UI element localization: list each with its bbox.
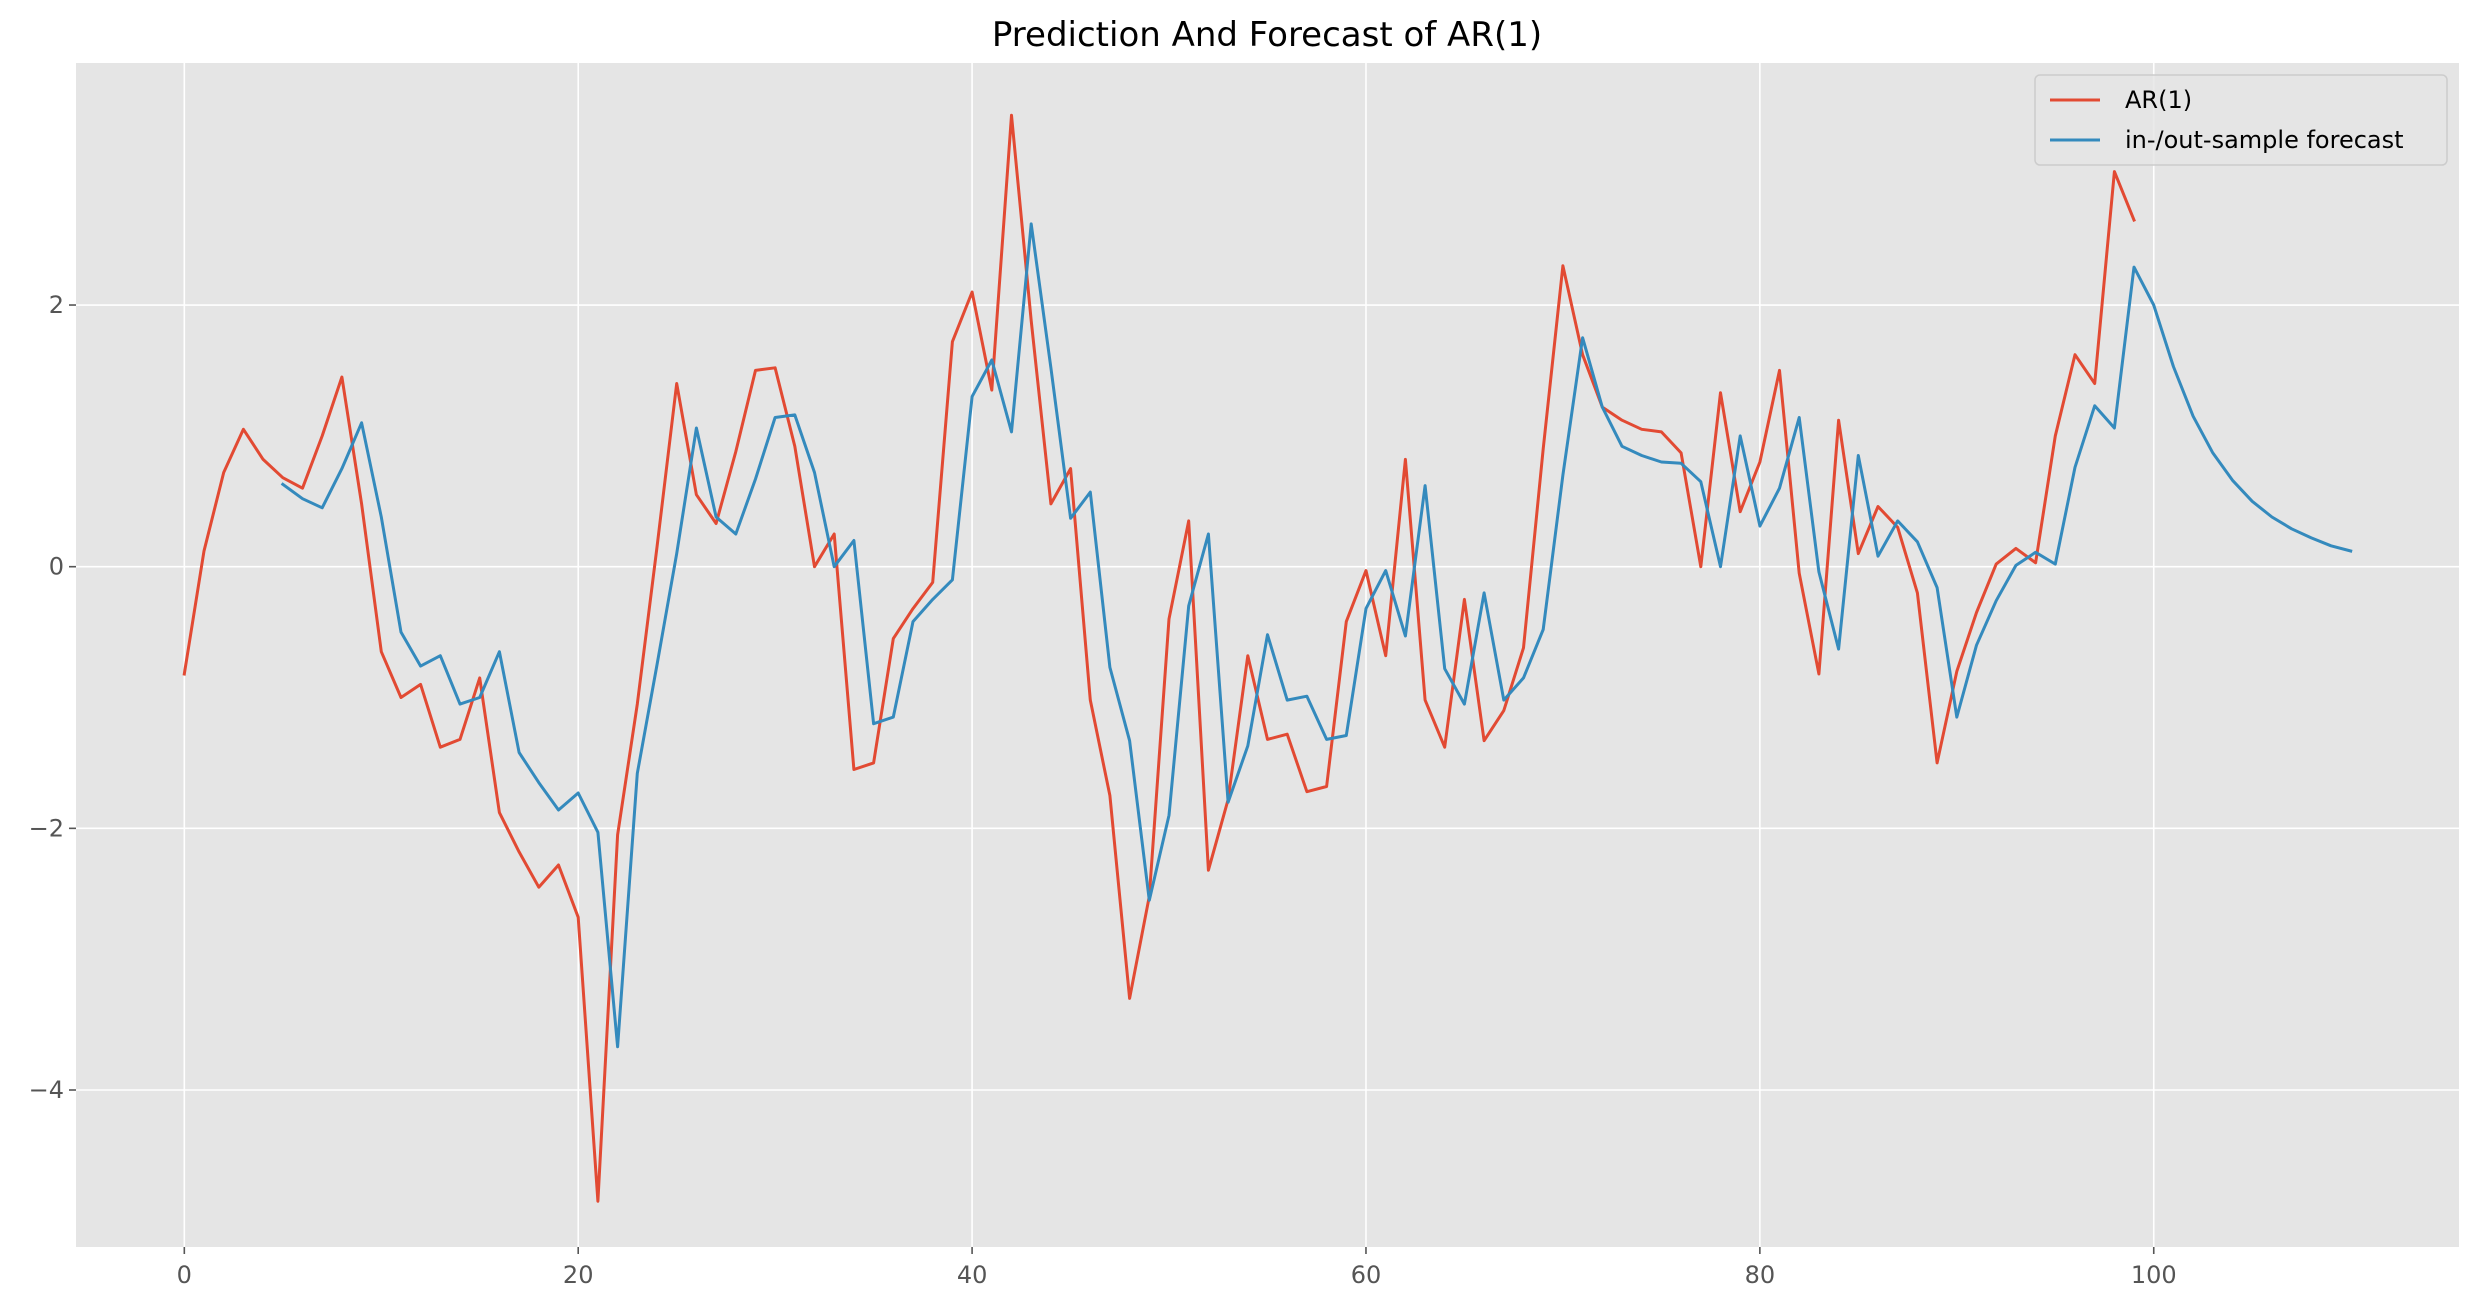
tick-layer: 0 20 40 60 80 100 −4 −2 0 2 <box>29 291 2177 1289</box>
legend: AR(1) in-/out-sample forecast <box>2034 74 2448 166</box>
x-tick-label: 100 <box>2131 1261 2177 1289</box>
y-tick-label: −4 <box>29 1076 64 1104</box>
x-tick-label: 80 <box>1745 1261 1776 1289</box>
series-line-0 <box>182 113 2136 1203</box>
y-tick-label: 0 <box>49 553 64 581</box>
y-tick-label: −2 <box>29 814 64 842</box>
plot-background <box>76 63 2459 1247</box>
legend-label: in-/out-sample forecast <box>2125 126 2404 154</box>
grid <box>76 63 2459 1247</box>
chart-title: Prediction And Forecast of AR(1) <box>992 15 1542 55</box>
x-tick-label: 20 <box>563 1261 594 1289</box>
legend-label: AR(1) <box>2125 86 2192 114</box>
y-tick-label: 2 <box>49 291 64 319</box>
x-tick-label: 60 <box>1351 1261 1382 1289</box>
x-tick-label: 40 <box>957 1261 988 1289</box>
series-line-1 <box>280 222 2353 1049</box>
x-tick-label: 0 <box>177 1261 192 1289</box>
series-layer <box>182 113 2353 1203</box>
legend-box <box>2034 74 2448 166</box>
